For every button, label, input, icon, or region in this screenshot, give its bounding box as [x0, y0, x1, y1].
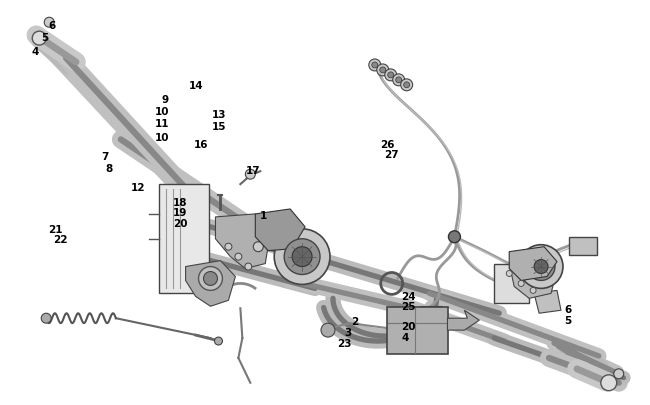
Text: 5: 5: [564, 315, 572, 325]
Circle shape: [245, 170, 255, 180]
Polygon shape: [255, 209, 305, 251]
Text: 6: 6: [564, 304, 572, 314]
Text: 13: 13: [212, 110, 226, 120]
Text: 24: 24: [401, 291, 416, 301]
Text: 15: 15: [212, 122, 226, 132]
FancyBboxPatch shape: [387, 307, 448, 354]
Circle shape: [534, 260, 548, 274]
Circle shape: [214, 337, 222, 345]
Text: 7: 7: [101, 151, 109, 161]
Bar: [159, 185, 209, 294]
Circle shape: [518, 281, 524, 287]
Bar: [494, 264, 529, 304]
Circle shape: [235, 254, 242, 260]
Text: 1: 1: [260, 210, 268, 220]
Text: 20: 20: [173, 218, 187, 228]
Text: 2: 2: [351, 316, 358, 326]
Text: 22: 22: [53, 234, 68, 245]
Polygon shape: [509, 257, 557, 298]
Circle shape: [519, 245, 563, 289]
Text: 27: 27: [385, 150, 399, 160]
Text: 4: 4: [32, 47, 39, 57]
Circle shape: [396, 78, 402, 83]
Text: 17: 17: [246, 165, 261, 175]
Text: 10: 10: [155, 133, 169, 143]
Circle shape: [203, 272, 218, 286]
Bar: [569, 237, 597, 255]
Text: 6: 6: [48, 21, 55, 30]
Circle shape: [448, 231, 460, 243]
Circle shape: [284, 239, 320, 275]
Text: 23: 23: [337, 338, 351, 348]
Circle shape: [41, 313, 51, 323]
Text: 8: 8: [105, 163, 112, 173]
Text: 26: 26: [380, 139, 395, 149]
Circle shape: [404, 83, 410, 89]
Circle shape: [614, 369, 624, 379]
Circle shape: [380, 68, 385, 74]
Circle shape: [198, 267, 222, 291]
Circle shape: [292, 247, 312, 267]
Circle shape: [527, 253, 555, 281]
Circle shape: [225, 244, 232, 251]
Text: 25: 25: [401, 301, 416, 311]
Bar: [420, 307, 441, 320]
Text: 16: 16: [194, 139, 209, 149]
Circle shape: [254, 242, 263, 252]
Circle shape: [530, 288, 536, 294]
Circle shape: [385, 70, 396, 82]
Text: 3: 3: [344, 327, 352, 337]
Text: 20: 20: [401, 322, 416, 331]
Circle shape: [321, 323, 335, 337]
Text: 18: 18: [173, 198, 187, 207]
Text: 10: 10: [155, 107, 169, 117]
Circle shape: [506, 271, 512, 277]
Circle shape: [32, 32, 46, 46]
Circle shape: [245, 263, 252, 271]
Circle shape: [393, 75, 405, 87]
Circle shape: [44, 18, 54, 28]
Text: 11: 11: [155, 119, 169, 129]
Text: 4: 4: [401, 332, 409, 342]
Text: 19: 19: [173, 208, 187, 217]
Circle shape: [377, 65, 389, 77]
Polygon shape: [215, 214, 270, 269]
Text: 9: 9: [161, 95, 168, 105]
Circle shape: [369, 60, 381, 72]
Text: 5: 5: [42, 32, 49, 43]
Text: 14: 14: [189, 81, 203, 91]
Circle shape: [372, 63, 378, 69]
Polygon shape: [509, 247, 557, 281]
Circle shape: [400, 80, 413, 92]
Circle shape: [274, 229, 330, 285]
Polygon shape: [447, 311, 479, 330]
Polygon shape: [186, 261, 235, 307]
Text: 21: 21: [48, 225, 62, 235]
Circle shape: [388, 73, 394, 79]
Circle shape: [601, 375, 617, 391]
Polygon shape: [534, 291, 561, 313]
Text: 12: 12: [131, 182, 146, 192]
